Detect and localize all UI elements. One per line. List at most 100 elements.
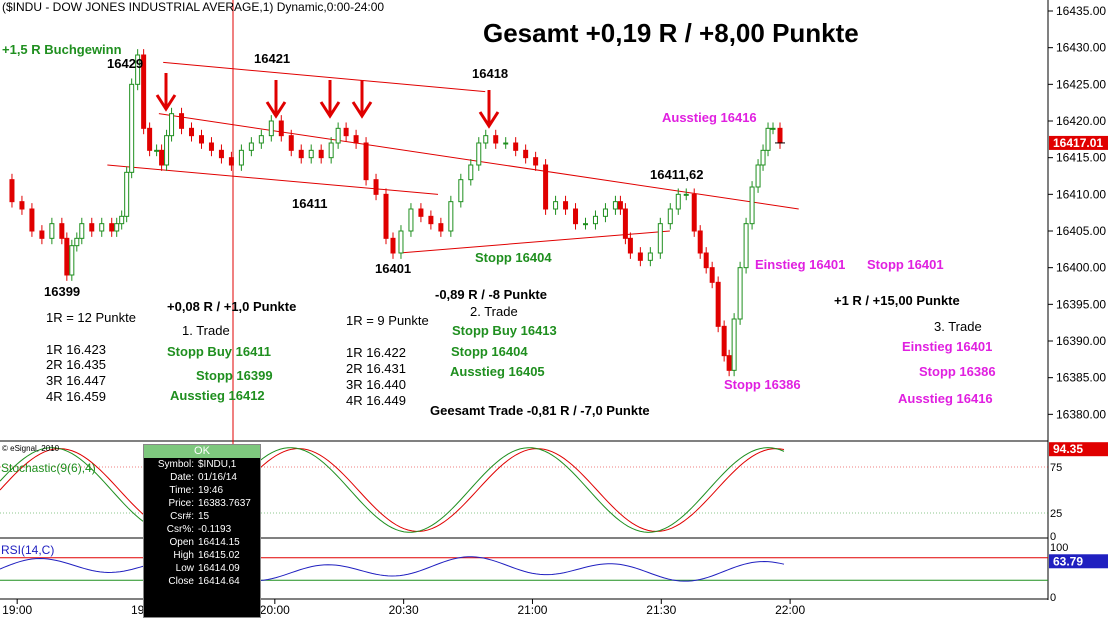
time-tick-label: 22:00 <box>775 603 805 616</box>
stoch-level-label: 75 <box>1050 462 1062 474</box>
tooltip-key: Open <box>169 537 194 548</box>
r9-level-4: 4R 16.449 <box>346 393 406 408</box>
r12-level-1: 1R 16.423 <box>46 342 106 357</box>
rsi-level-label: 0 <box>1050 592 1056 604</box>
candle-body <box>189 127 195 137</box>
candle-body <box>19 201 25 210</box>
down-arrow-head <box>265 101 287 119</box>
rsi-line <box>0 556 785 582</box>
candle-body <box>503 142 509 145</box>
tooltip-key: Date: <box>170 472 194 483</box>
candle-body <box>770 127 776 130</box>
r9-level-2: 2R 16.431 <box>346 361 406 376</box>
gesamt-trade: Geesamt Trade -0,81 R / -7,0 Punkte <box>430 403 650 418</box>
ausstieg-top-label: Ausstieg 16416 <box>662 110 757 125</box>
trade2-name: 2. Trade <box>470 304 518 319</box>
price-tick-label: 16420.00 <box>1056 114 1106 128</box>
candle-body <box>228 157 234 166</box>
candle-body <box>328 142 334 159</box>
trade3-ausstieg: Ausstieg 16416 <box>898 391 993 406</box>
tooltip-value: 16414.64 <box>198 576 240 587</box>
tooltip-value: 16415.02 <box>198 550 240 561</box>
label-16411-62: 16411,62 <box>650 167 704 182</box>
candle-body <box>765 127 771 151</box>
candle-body <box>573 208 579 225</box>
candle-body <box>208 142 214 151</box>
trade2-result: -0,89 R / -8 Punkte <box>435 287 547 302</box>
stoch-k-line <box>0 447 785 533</box>
candle-body <box>59 223 65 239</box>
candle-body <box>709 267 715 283</box>
price-tick-label: 16410.00 <box>1056 187 1106 201</box>
einstieg-label: Einstieg 16401 <box>755 257 846 272</box>
candle-body <box>726 355 732 371</box>
candle-body <box>335 127 341 144</box>
time-tick-label: 21:30 <box>646 603 676 616</box>
candle-body <box>476 142 482 166</box>
candle-body <box>458 179 464 203</box>
rsi-label: RSI(14,C) <box>1 543 55 557</box>
price-tick-label: 16400.00 <box>1056 261 1106 275</box>
candle-body <box>483 135 489 144</box>
r12-level-4: 4R 16.459 <box>46 389 106 404</box>
candle-body <box>553 201 559 210</box>
candle-body <box>159 149 165 166</box>
label-16399: 16399 <box>44 284 81 299</box>
candle-body <box>592 215 598 225</box>
candle-body <box>268 120 274 137</box>
candle-body <box>39 230 45 239</box>
candle-body <box>583 223 588 226</box>
price-tick-label: 16435.00 <box>1056 4 1106 18</box>
trade1-result: +0,08 R / +1,0 Punkte <box>167 299 297 314</box>
trade3-stopp: Stopp 16386 <box>919 364 996 379</box>
tooltip-key: Close <box>168 576 194 587</box>
candle-body <box>383 193 389 239</box>
candle-body <box>238 149 244 166</box>
tooltip-value: 15 <box>198 511 210 522</box>
tooltip-value: 01/16/14 <box>198 472 237 483</box>
candle-body <box>109 223 115 232</box>
candle-body <box>493 135 499 144</box>
candle-body <box>657 223 663 254</box>
stoch-value-badge <box>1049 442 1108 457</box>
candle-body <box>288 135 294 151</box>
candle-body <box>667 208 673 225</box>
candle-body <box>64 237 70 276</box>
trade2-stopp: Stopp 16404 <box>451 344 528 359</box>
candle-body <box>749 186 755 225</box>
candle-body <box>114 223 120 232</box>
candle-body <box>398 230 404 254</box>
candle-body <box>363 142 369 181</box>
price-tick-label: 16380.00 <box>1056 407 1106 421</box>
candle-body <box>418 208 424 217</box>
trade1-stopp-buy: Stopp Buy 16411 <box>167 344 272 359</box>
trade3-einstieg: Einstieg 16401 <box>902 339 993 354</box>
price-tick-label: 16405.00 <box>1056 224 1106 238</box>
label-16429: 16429 <box>107 56 144 71</box>
cursor-tooltip[interactable]: OK Symbol: $INDU,1 Date: 01/16/14 Time: 19:… <box>143 444 261 618</box>
candle-body <box>169 113 175 137</box>
candle-body <box>74 237 80 247</box>
candle-body <box>164 135 170 166</box>
trade1-ausstieg: Ausstieg 16412 <box>170 388 265 403</box>
trade2-stopp-buy: Stopp Buy 16413 <box>452 323 557 338</box>
r9-level-1: 1R 16.422 <box>346 345 406 360</box>
tooltip-ok-button[interactable]: OK <box>144 445 260 458</box>
tooltip-value: 16414.09 <box>198 563 240 574</box>
candle-body <box>563 201 569 210</box>
candle-body <box>218 149 224 159</box>
candle-body <box>448 201 454 232</box>
candle-body <box>179 113 185 129</box>
candle-body <box>468 164 474 181</box>
down-arrow-head <box>319 101 341 119</box>
candle-body <box>675 193 681 210</box>
candle-body <box>135 54 141 85</box>
candle-body <box>353 135 359 144</box>
trade2-ausstieg: Ausstieg 16405 <box>450 364 545 379</box>
candle-body <box>513 142 519 151</box>
tooltip-key: Csr%: <box>166 524 194 535</box>
rsi-value-badge <box>1049 554 1108 569</box>
tooltip-key: High <box>173 550 194 561</box>
rsi-level-label: 100 <box>1050 542 1068 554</box>
candle-body <box>408 208 414 232</box>
